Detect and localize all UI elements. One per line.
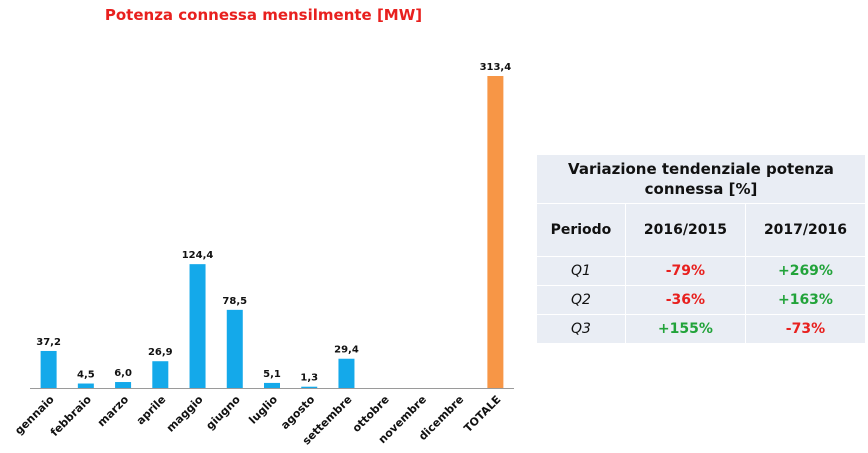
data-label: 313,4: [480, 62, 512, 73]
data-label: 5,1: [263, 369, 281, 380]
data-label: 29,4: [334, 345, 359, 356]
period-cell: Q1: [536, 256, 626, 286]
bar-gennaio: [40, 350, 57, 388]
data-label: 124,4: [182, 250, 214, 261]
period-cell: Q3: [536, 314, 626, 344]
x-tick-label: TOTALE: [461, 393, 503, 435]
value-cell: -73%: [744, 314, 867, 344]
value-cell: +155%: [624, 314, 746, 344]
data-label: 6,0: [114, 368, 132, 379]
bar-marzo: [115, 382, 132, 388]
x-tick-label: aprile: [134, 393, 168, 427]
x-tick-label: febbraio: [48, 393, 94, 439]
bar-luglio: [264, 382, 280, 388]
value-cell: -36%: [624, 285, 746, 315]
bar-agosto: [301, 386, 318, 388]
bar-chart: 37,2gennaio4,5febbraio6,0marzo26,9aprile…: [12, 62, 514, 448]
x-tick-label: marzo: [95, 393, 132, 430]
chart-title: Potenza connessa mensilmente [MW]: [104, 6, 423, 24]
x-tick-label: luglio: [246, 393, 280, 427]
header-2016-2015: 2016/2015: [624, 203, 746, 257]
table-row: Q2 -36% +163%: [536, 285, 867, 315]
value-cell: +269%: [744, 256, 867, 286]
bar-febbraio: [77, 383, 94, 388]
variation-table: Variazione tendenziale potenza connessa …: [536, 154, 867, 344]
bar-aprile: [152, 361, 169, 388]
header-2017-2016: 2017/2016: [744, 203, 867, 257]
table-row: Q1 -79% +269%: [536, 256, 867, 286]
table-row: Q3 +155% -73%: [536, 314, 867, 344]
data-label: 78,5: [222, 296, 247, 307]
period-cell: Q2: [536, 285, 626, 315]
value-cell: -79%: [624, 256, 746, 286]
bar-giugno: [226, 309, 243, 388]
data-label: 1,3: [300, 373, 318, 384]
x-tick-label: giugno: [203, 393, 243, 433]
bar-maggio: [189, 264, 206, 388]
table-title: Variazione tendenziale potenza connessa …: [536, 154, 866, 204]
header-period: Periodo: [536, 203, 626, 257]
data-label: 37,2: [36, 337, 61, 348]
data-label: 26,9: [148, 347, 173, 358]
data-label: 4,5: [77, 370, 95, 381]
bar-totale: [487, 76, 504, 388]
table-header-row: Periodo 2016/2015 2017/2016: [536, 203, 867, 257]
bar-settembre: [338, 358, 355, 388]
value-cell: +163%: [744, 285, 867, 315]
x-tick-label: maggio: [164, 393, 206, 435]
